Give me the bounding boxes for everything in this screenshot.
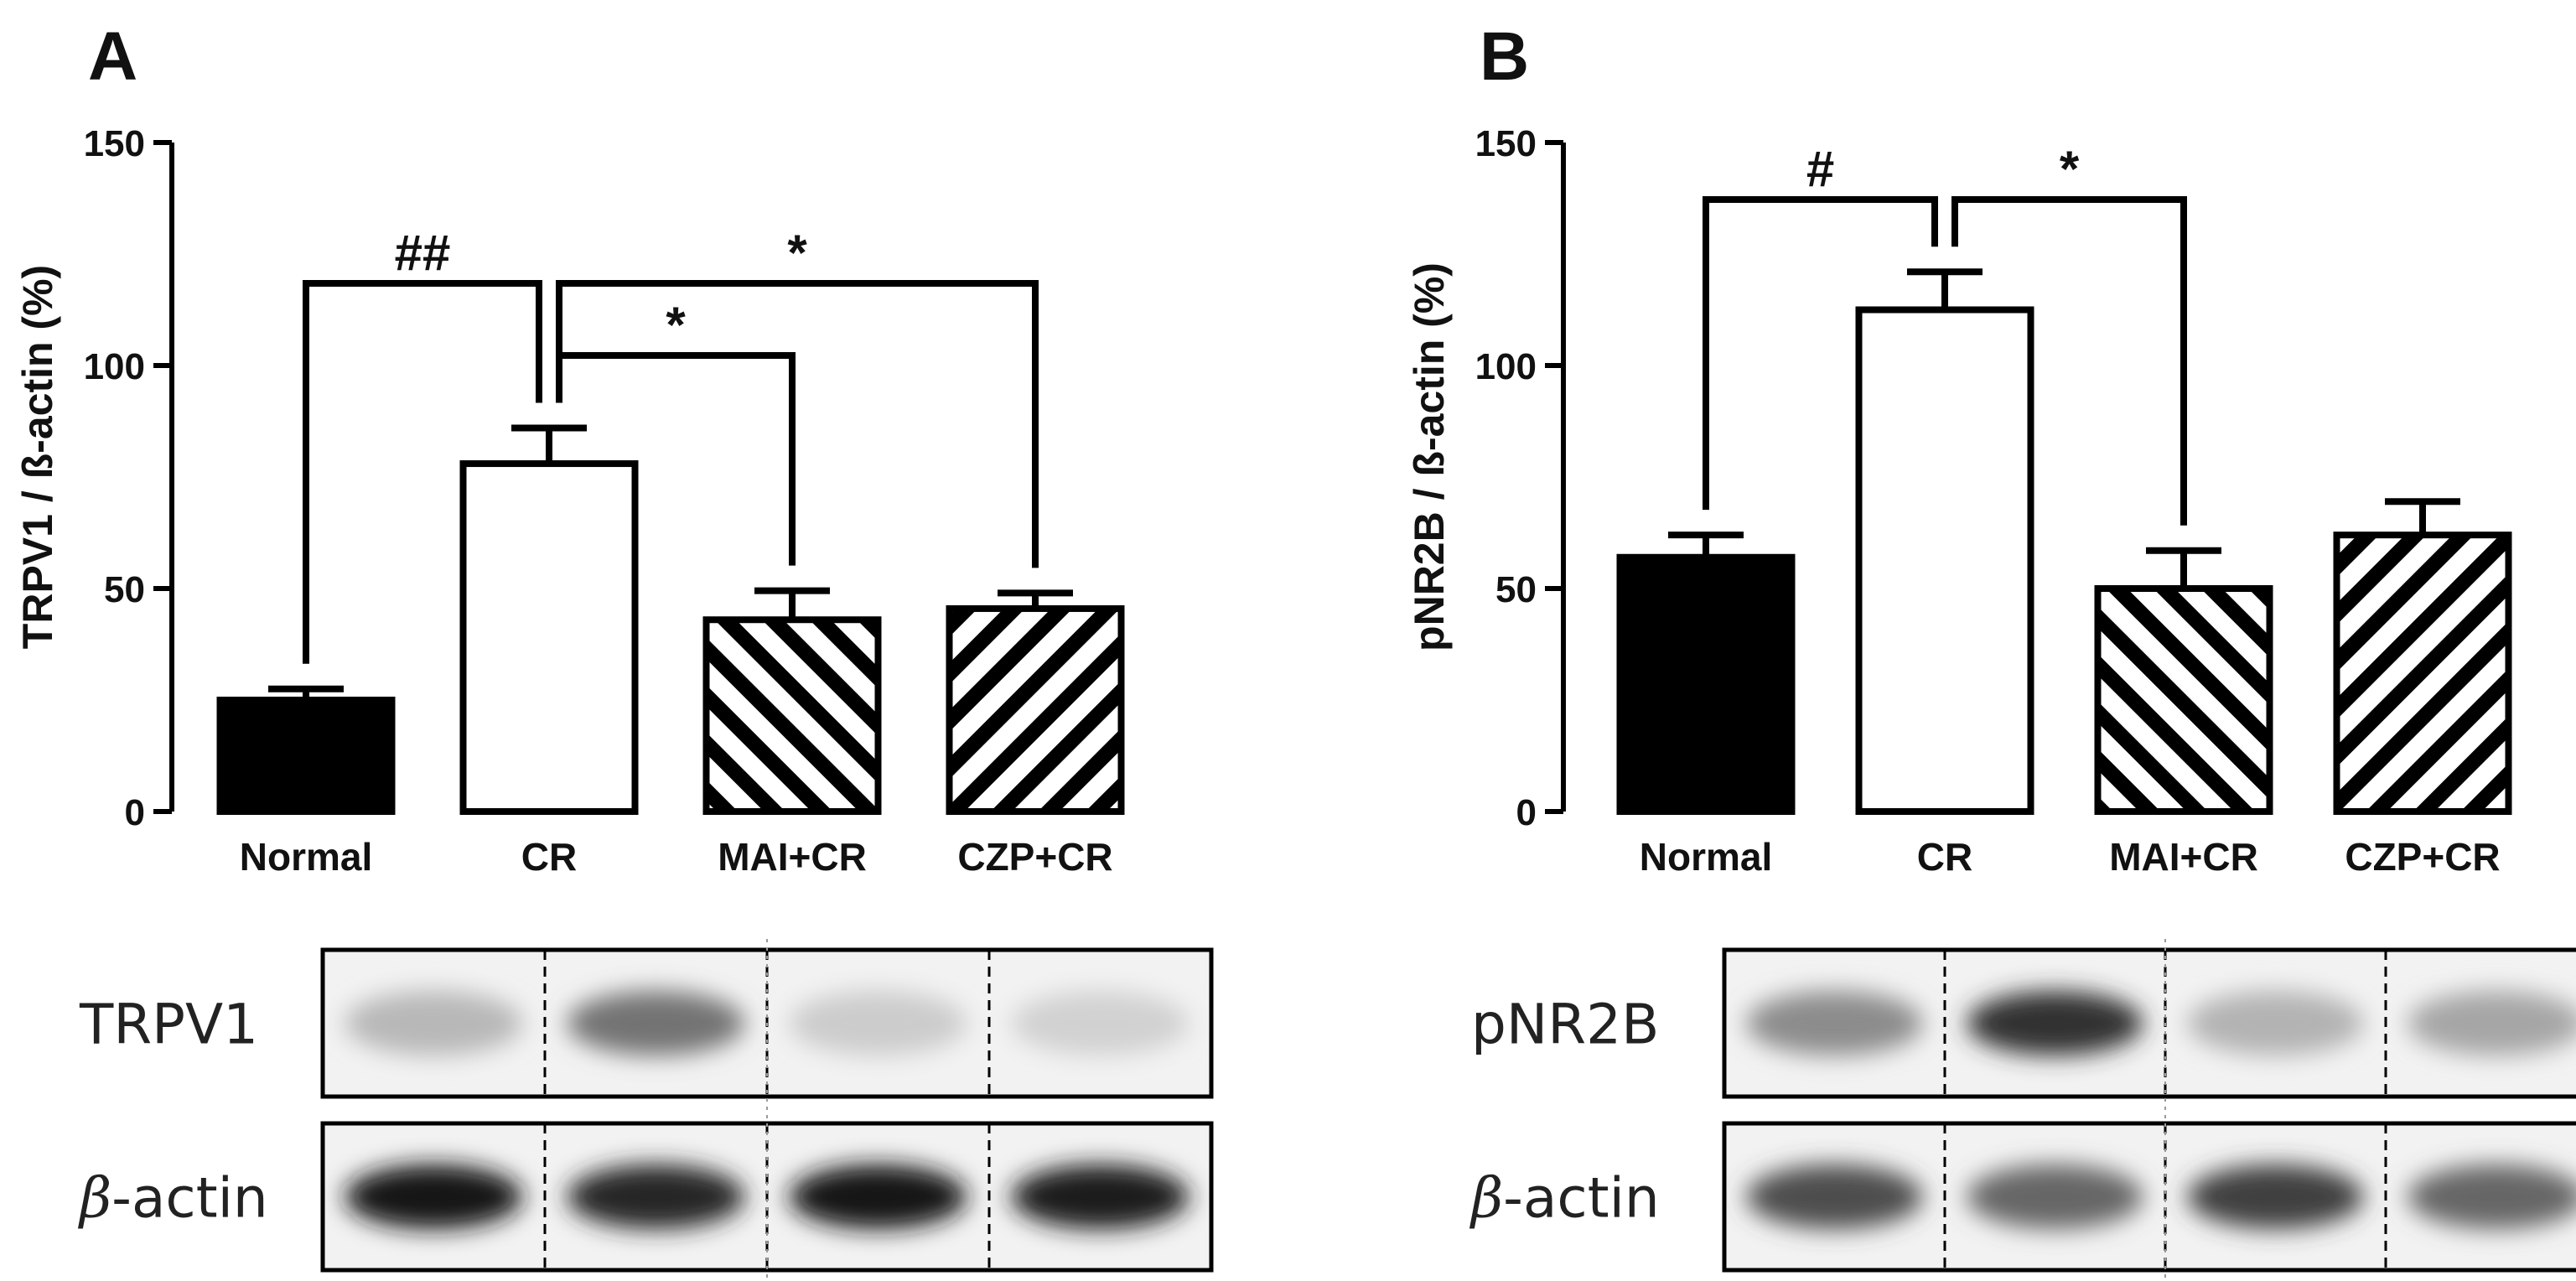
category-label-2: MAI+CR bbox=[718, 835, 867, 879]
panel-a-y-axis-label: TRPV1 / ß-actin (%) bbox=[14, 265, 61, 649]
bar-3 bbox=[2333, 532, 2512, 815]
blot-band-0-0 bbox=[1746, 991, 1923, 1055]
category-label-3: CZP+CR bbox=[2345, 835, 2500, 879]
significance-label-2: * bbox=[787, 225, 807, 281]
y-tick-label-3: 150 bbox=[1475, 123, 1537, 164]
blot-band-1-2 bbox=[789, 1164, 967, 1229]
significance-label-0: ## bbox=[395, 225, 451, 281]
y-tick-label-0: 0 bbox=[125, 792, 145, 833]
significance-label-1: * bbox=[666, 297, 686, 353]
blot-band-0-3 bbox=[1011, 991, 1190, 1055]
bar-0 bbox=[1616, 553, 1796, 815]
blot-band-0-2 bbox=[789, 991, 967, 1055]
y-tick-label-3: 150 bbox=[84, 123, 145, 164]
category-label-3: CZP+CR bbox=[957, 835, 1112, 879]
category-label-1: CR bbox=[521, 835, 577, 879]
bar-2 bbox=[2094, 585, 2273, 815]
blot-band-1-3 bbox=[2408, 1164, 2576, 1229]
panel-b-western-blot: pNR2B β-actin bbox=[1469, 939, 2576, 1281]
blot-band-1-3 bbox=[1011, 1164, 1190, 1229]
y-tick-label-1: 50 bbox=[104, 569, 145, 610]
bar-3 bbox=[946, 604, 1125, 815]
beta-symbol: β bbox=[1469, 1166, 1503, 1231]
blot-band-1-0 bbox=[1746, 1164, 1923, 1229]
blot-band-1-2 bbox=[2187, 1164, 2364, 1229]
blot-band-0-3 bbox=[2408, 991, 2576, 1055]
y-tick-label-1: 50 bbox=[1495, 569, 1537, 610]
blot-row-label-text: -actin bbox=[1503, 1166, 1660, 1231]
category-label-2: MAI+CR bbox=[2109, 835, 2258, 879]
y-tick-label-2: 100 bbox=[1475, 346, 1537, 387]
panel-b-plot: 0 50 100 150 Normal CR MAI+CR CZP+CR # * bbox=[1475, 123, 2512, 879]
bar-1 bbox=[1855, 306, 2034, 815]
significance-bracket-1 bbox=[1951, 196, 2187, 526]
blot-band-0-1 bbox=[567, 991, 745, 1055]
blot-row-label-text: TRPV1 bbox=[79, 993, 258, 1057]
panel-a-western-blot: TRPV1 β-actin bbox=[77, 939, 1214, 1281]
bar-1 bbox=[459, 460, 639, 815]
panel-a: A TRPV1 / ß-actin (%) 0 50 100 150 Normal CR M… bbox=[14, 18, 1214, 1281]
blot-row-label-0: pNR2B bbox=[1471, 993, 1659, 1057]
category-label-0: Normal bbox=[1640, 835, 1772, 879]
blot-row-label-text: -actin bbox=[111, 1166, 268, 1231]
blot-band-0-2 bbox=[2187, 991, 2364, 1055]
significance-bracket-0 bbox=[1703, 196, 1938, 511]
panel-b-label: B bbox=[1480, 18, 1529, 95]
significance-bracket-2 bbox=[556, 280, 1039, 568]
blot-band-0-1 bbox=[1967, 991, 2143, 1055]
category-label-0: Normal bbox=[240, 835, 372, 879]
panel-b: B pNR2B / ß-actin (%) 0 50 100 150 Normal CR M… bbox=[1406, 18, 2576, 1281]
category-label-1: CR bbox=[1917, 835, 1972, 879]
significance-label-1: * bbox=[2060, 141, 2080, 197]
blot-row-label-1: β-actin bbox=[1469, 1166, 1660, 1231]
beta-symbol: β bbox=[77, 1166, 111, 1231]
blot-row-label-0: TRPV1 bbox=[79, 993, 258, 1057]
panel-b-y-axis-label: pNR2B / ß-actin (%) bbox=[1406, 262, 1453, 651]
y-tick-label-2: 100 bbox=[84, 346, 145, 387]
blot-row-label-text: pNR2B bbox=[1471, 993, 1659, 1057]
blot-band-0-0 bbox=[345, 991, 523, 1055]
blot-band-1-1 bbox=[1967, 1164, 2143, 1229]
blot-band-1-1 bbox=[567, 1164, 745, 1229]
bar-0 bbox=[216, 697, 396, 815]
significance-bracket-0 bbox=[303, 280, 542, 664]
y-tick-label-0: 0 bbox=[1516, 792, 1537, 833]
blot-band-1-0 bbox=[345, 1164, 523, 1229]
panel-a-plot: 0 50 100 150 Normal CR MAI+CR CZP+CR ## * * bbox=[84, 123, 1125, 879]
significance-label-0: # bbox=[1806, 141, 1834, 197]
bar-2 bbox=[702, 616, 882, 815]
blot-row-label-1: β-actin bbox=[77, 1166, 268, 1231]
panel-a-label: A bbox=[88, 18, 137, 95]
